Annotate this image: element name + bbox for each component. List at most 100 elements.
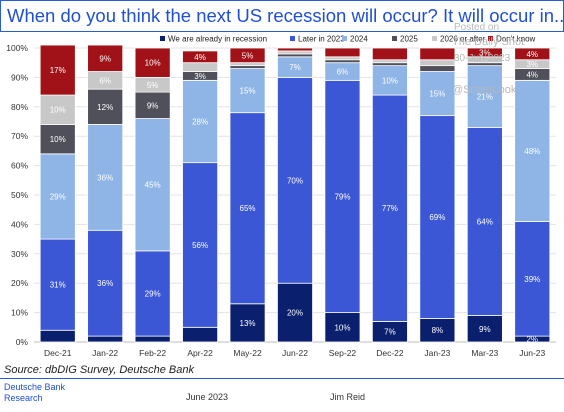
x-tick-label: Apr-22 [187,348,213,358]
bar-segment [277,53,313,58]
data-label: 3% [526,60,538,69]
bar-segment [371,62,408,67]
bar-segment [39,94,76,125]
data-label: 29% [50,192,66,201]
y-tick-label: 80% [11,102,28,112]
bar-segment [87,335,124,343]
bar-segment [39,238,76,331]
bar-segment [324,56,361,61]
bar-segment [39,124,76,155]
bar-segment [277,50,313,55]
x-tick-label: Dec-21 [44,348,72,358]
data-label: 4% [526,70,538,79]
data-label: 7% [289,63,301,72]
bar-segment [182,162,219,328]
legend-swatch [342,36,347,41]
bar-segment [229,47,266,64]
bar-segment [277,47,313,52]
data-label: 36% [97,173,113,182]
x-tick-label: Feb-22 [139,348,166,358]
data-label: 4% [194,53,206,62]
legend-label: Later in 2023 [298,35,345,44]
data-label: 77% [382,204,398,213]
legend-label: 2025 [400,35,418,44]
data-label: 48% [524,147,540,156]
chart-title: When do you think the next US recession … [7,5,564,26]
data-label: 70% [287,176,303,185]
bar-segment [466,47,503,58]
data-label: 6% [99,76,111,85]
bar-segment [87,44,124,72]
bar-segment [419,65,456,72]
legend-swatch [488,36,493,41]
data-label: 8% [432,326,444,335]
data-label: 31% [50,281,66,290]
bar-segment [134,47,171,78]
y-tick-label: 90% [11,72,28,82]
data-label: 13% [240,319,256,328]
legend-label: Don't know [496,35,536,44]
data-label: 45% [145,181,161,190]
watermark-date: 30-Jun-2023 [454,53,511,64]
source-note: Source: dbDIG Survey, Deutsche Bank [4,364,194,376]
bar-segment [87,229,124,337]
y-tick-label: 10% [11,308,28,318]
bar-segment [39,44,76,96]
bar-segment [134,118,171,252]
bar-segment [371,94,408,322]
bar-segment [371,59,408,64]
legend-swatch [160,36,165,41]
legend-swatch [432,36,437,41]
data-label: 3% [479,48,491,57]
bar-segment [419,115,456,319]
data-label: 6% [337,68,349,77]
bar-segment [182,62,219,72]
bar-segment [229,112,266,305]
bar-segment [419,47,456,61]
data-label: 10% [145,59,161,68]
data-label: 21% [477,93,493,102]
data-label: 36% [97,279,113,288]
watermark-handle: @SoberLook [452,84,517,96]
bar-segment [277,282,313,343]
bar-segment [324,59,361,64]
data-label: 56% [192,241,208,250]
legend-swatch [290,36,295,41]
legend-label: 2024 [350,35,368,44]
bar-segment [466,315,503,343]
footer-date: June 2023 [186,392,229,402]
data-label: 15% [429,90,445,99]
brand-name: Deutsche Bank [4,382,66,392]
data-label: 15% [240,87,256,96]
data-label: 10% [50,106,66,115]
x-tick-label: Mar-23 [471,348,498,358]
data-label: 39% [524,275,540,284]
y-tick-label: 30% [11,249,28,259]
bar-segment [324,47,361,58]
bar-segment [277,77,313,284]
legend-label: We are already in recession [168,35,267,44]
y-tick-label: 60% [11,161,28,171]
data-label: 10% [334,323,350,332]
bar-segment [371,47,408,61]
x-tick-label: May-22 [233,348,262,358]
data-label: 64% [477,217,493,226]
data-label: 10% [382,76,398,85]
bar-segment [466,65,503,128]
data-label: 65% [240,204,256,213]
bar-segment [134,250,171,337]
y-tick-label: 50% [11,190,28,200]
bar-segment [87,88,124,125]
x-tick-label: Jun-23 [519,348,545,358]
y-tick-label: 0% [16,337,29,347]
data-label: 12% [97,103,113,112]
bar-segment [229,65,266,69]
x-tick-label: Jan-23 [424,348,450,358]
watermark-source: The Daily Shot [452,36,525,48]
bar-segment [182,50,219,64]
bar-segment [514,47,551,61]
y-tick-label: 40% [11,219,28,229]
bar-segment [134,335,171,343]
bar-segment [324,79,361,313]
data-label: 69% [429,213,445,222]
